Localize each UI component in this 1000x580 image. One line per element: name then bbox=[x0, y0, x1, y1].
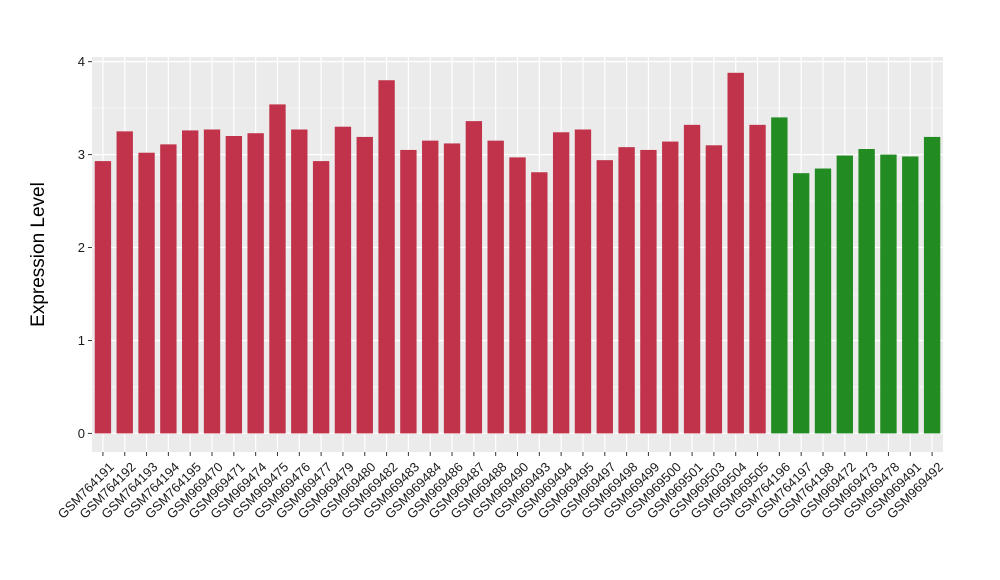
bar-GSM969493 bbox=[531, 172, 548, 434]
bar-GSM764197 bbox=[792, 173, 810, 434]
bar-GSM764194 bbox=[160, 144, 177, 434]
bar-GSM764193 bbox=[138, 152, 155, 434]
y-axis-title: Expression Level bbox=[28, 182, 49, 327]
bar-GSM969472 bbox=[836, 155, 853, 434]
x-axis: GSM764191GSM764192GSM764193GSM764194GSM7… bbox=[55, 452, 946, 522]
bar-GSM969477 bbox=[312, 161, 330, 434]
bar-GSM969504 bbox=[727, 72, 744, 434]
bar-GSM969487 bbox=[465, 121, 483, 434]
y-tick-label: 2 bbox=[78, 240, 85, 255]
bar-GSM969473 bbox=[858, 149, 875, 434]
bar-GSM969491 bbox=[902, 156, 919, 434]
bar-GSM969470 bbox=[203, 129, 221, 434]
bar-GSM764192 bbox=[116, 131, 133, 434]
bar-GSM969501 bbox=[683, 124, 701, 434]
bar-GSM969500 bbox=[662, 141, 679, 434]
y-tick-label: 0 bbox=[78, 426, 85, 441]
bar-GSM969499 bbox=[640, 149, 657, 434]
bar-GSM764191 bbox=[94, 161, 112, 434]
bar-GSM969484 bbox=[422, 140, 439, 434]
bar-GSM969478 bbox=[880, 154, 897, 434]
bar-GSM969497 bbox=[596, 160, 613, 434]
bar-GSM969475 bbox=[269, 104, 286, 434]
bar-GSM764198 bbox=[814, 168, 832, 434]
bar-GSM969476 bbox=[291, 129, 308, 434]
y-tick-label: 3 bbox=[78, 147, 85, 162]
bar-GSM969490 bbox=[509, 157, 526, 434]
bar-GSM969471 bbox=[225, 136, 243, 434]
y-tick-label: 1 bbox=[78, 333, 85, 348]
bars bbox=[94, 72, 941, 434]
y-axis: 0 1 2 3 4 bbox=[78, 54, 92, 441]
bar-GSM969492 bbox=[923, 136, 941, 434]
bar-GSM969494 bbox=[552, 132, 570, 434]
y-tick-label: 4 bbox=[78, 54, 85, 69]
bar-GSM764195 bbox=[182, 130, 199, 434]
bar-GSM969483 bbox=[400, 149, 417, 434]
bar-GSM969474 bbox=[247, 133, 264, 434]
bar-GSM969480 bbox=[356, 136, 373, 434]
bar-GSM969486 bbox=[443, 143, 461, 434]
bar-GSM764196 bbox=[771, 117, 788, 434]
bar-GSM969479 bbox=[334, 126, 352, 434]
bar-GSM969488 bbox=[487, 140, 504, 434]
bar-GSM969482 bbox=[378, 80, 395, 434]
bar-GSM969495 bbox=[574, 129, 592, 434]
bar-GSM969498 bbox=[618, 147, 635, 434]
bar-GSM969503 bbox=[705, 145, 723, 434]
bar-GSM969505 bbox=[749, 124, 766, 434]
